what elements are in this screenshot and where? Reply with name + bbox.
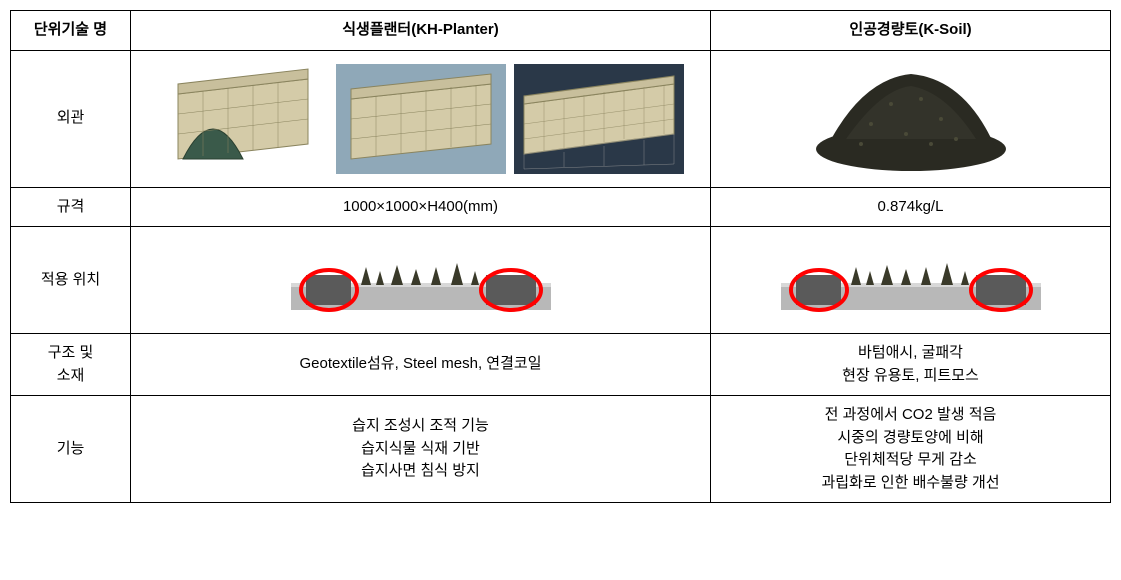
- planter-img-2: [336, 64, 506, 174]
- section-diagram-planter: [291, 245, 551, 315]
- cell-appearance-soil: [711, 50, 1111, 187]
- cell-appearance-planter: [131, 50, 711, 187]
- row-position: 적용 위치: [11, 227, 1111, 334]
- row-material: 구조 및 소재 Geotextile섬유, Steel mesh, 연결코일 바…: [11, 334, 1111, 396]
- cell-spec-planter: 1000×1000×H400(mm): [131, 187, 711, 227]
- row-appearance: 외관: [11, 50, 1111, 187]
- cross-section-icon-2: [781, 245, 1041, 315]
- cell-material-planter: Geotextile섬유, Steel mesh, 연결코일: [131, 334, 711, 396]
- soil-pile-icon: [801, 64, 1021, 174]
- spec-table: 단위기술 명 식생플랜터(KH-Planter) 인공경량토(K-Soil) 외…: [10, 10, 1111, 503]
- label-material: 구조 및 소재: [11, 334, 131, 396]
- cell-function-planter: 습지 조성시 조적 기능 습지식물 식재 기반 습지사면 침식 방지: [131, 396, 711, 503]
- header-col1: 단위기술 명: [11, 11, 131, 51]
- cell-function-soil: 전 과정에서 CO2 발생 적음 시중의 경량토양에 비해 단위체적당 무게 감…: [711, 396, 1111, 503]
- soil-image: [801, 64, 1021, 174]
- label-function: 기능: [11, 396, 131, 503]
- gabion-icon-3: [514, 64, 684, 174]
- row-function: 기능 습지 조성시 조적 기능 습지식물 식재 기반 습지사면 침식 방지 전 …: [11, 396, 1111, 503]
- label-appearance: 외관: [11, 50, 131, 187]
- header-col2: 식생플랜터(KH-Planter): [131, 11, 711, 51]
- cell-material-soil: 바텀애시, 굴패각 현장 유용토, 피트모스: [711, 334, 1111, 396]
- cell-position-soil: [711, 227, 1111, 334]
- planter-img-1: [158, 64, 328, 174]
- label-position: 적용 위치: [11, 227, 131, 334]
- label-spec: 규격: [11, 187, 131, 227]
- cell-spec-soil: 0.874kg/L: [711, 187, 1111, 227]
- section-diagram-soil: [781, 245, 1041, 315]
- gabion-icon-1: [158, 64, 328, 174]
- gabion-icon-2: [336, 64, 506, 174]
- planter-img-3: [514, 64, 684, 174]
- planter-images: [137, 64, 704, 174]
- header-col3: 인공경량토(K-Soil): [711, 11, 1111, 51]
- cell-position-planter: [131, 227, 711, 334]
- cross-section-icon: [291, 245, 551, 315]
- header-row: 단위기술 명 식생플랜터(KH-Planter) 인공경량토(K-Soil): [11, 11, 1111, 51]
- row-spec: 규격 1000×1000×H400(mm) 0.874kg/L: [11, 187, 1111, 227]
